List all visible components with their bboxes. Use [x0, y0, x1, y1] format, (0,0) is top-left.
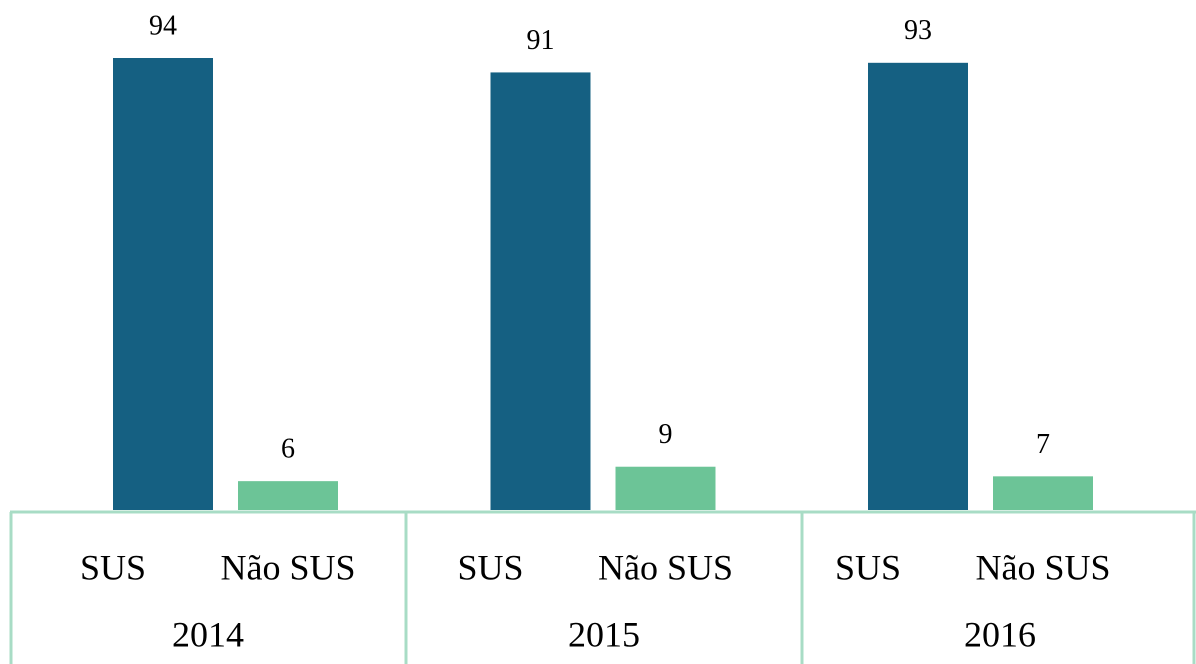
x-group-label: 2016 — [964, 614, 1036, 654]
value-label: 94 — [149, 10, 177, 41]
value-label: 6 — [281, 434, 295, 465]
x-tick-label: Não SUS — [220, 547, 355, 587]
bar — [490, 72, 591, 510]
value-label: 91 — [527, 25, 555, 56]
bar — [868, 62, 968, 511]
value-label: 7 — [1036, 429, 1050, 460]
category-frame — [9, 510, 1196, 664]
bar — [615, 466, 716, 510]
value-label: 93 — [904, 15, 932, 46]
x-tick-label: Não SUS — [598, 547, 733, 587]
x-tick-label: SUS — [80, 547, 146, 587]
bar — [113, 58, 213, 510]
x-tick-label: SUS — [835, 547, 901, 587]
bar — [993, 476, 1093, 510]
value-label: 9 — [659, 419, 673, 450]
bar — [238, 481, 338, 510]
x-tick-label: SUS — [457, 547, 523, 587]
x-group-label: 2015 — [568, 614, 640, 654]
x-tick-label: Não SUS — [975, 547, 1110, 587]
x-group-label: 2014 — [172, 614, 244, 654]
